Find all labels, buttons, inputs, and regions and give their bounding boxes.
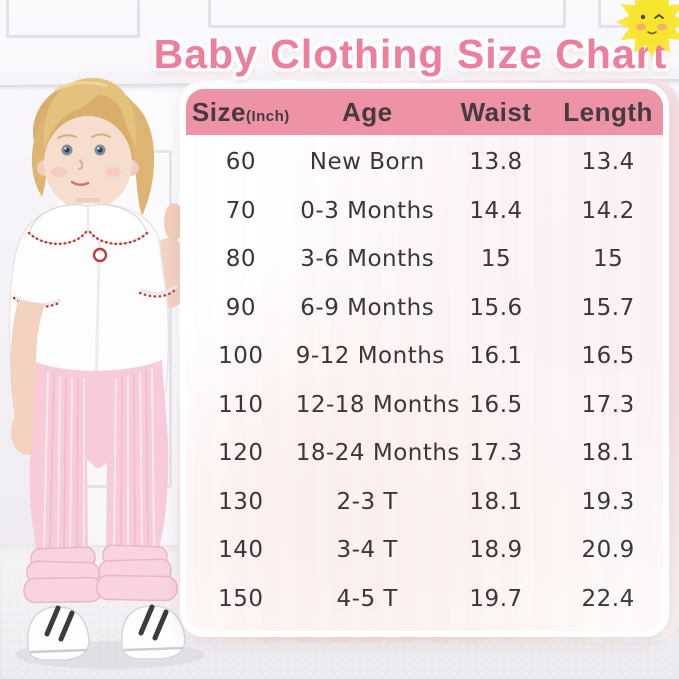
- hand: [164, 203, 184, 241]
- size-cell: 130: [218, 488, 264, 515]
- size-cell: 150: [218, 585, 264, 612]
- waist-cell: 18.1: [469, 488, 523, 515]
- size-cell: 90: [225, 294, 256, 321]
- size-cell: 120: [218, 440, 264, 467]
- age-cell: 18-24 Months: [295, 440, 460, 467]
- collar: [27, 204, 149, 246]
- column-header-length: Length: [563, 96, 653, 127]
- size-cell: 60: [225, 149, 256, 176]
- age-cell: 6-9 Months: [300, 294, 435, 321]
- length-cell: 18.1: [581, 440, 635, 467]
- sun-rays: [616, 0, 679, 58]
- sun-icon: [616, 0, 679, 58]
- age-cell: 4-5 T: [336, 585, 398, 612]
- column-header-size: Size(Inch): [191, 96, 290, 127]
- table-row: 80 3-6 Months 15 15: [186, 235, 663, 284]
- age-cell: 3-6 Months: [300, 246, 435, 273]
- waist-cell: 18.9: [469, 537, 523, 564]
- length-cell: 17.3: [581, 391, 635, 418]
- age-cell: 2-3 T: [336, 488, 398, 515]
- waist-cell: 17.3: [469, 440, 523, 467]
- table-row: 140 3-4 T 18.9 20.9: [186, 526, 663, 575]
- white-sneakers: [26, 604, 186, 661]
- table-row: 100 9-12 Months 16.1 16.5: [186, 332, 663, 381]
- eyes: [61, 144, 106, 156]
- age-cell: 9-12 Months: [295, 343, 445, 370]
- length-cell: 16.5: [581, 343, 635, 370]
- table-row: 130 2-3 T 18.1 19.3: [186, 478, 663, 527]
- length-cell: 20.9: [581, 537, 635, 564]
- age-cell: 3-4 T: [336, 537, 398, 564]
- table-row: 150 4-5 T 19.7 22.4: [186, 575, 663, 624]
- length-cell: 13.4: [581, 149, 635, 176]
- length-cell: 15: [592, 246, 624, 273]
- size-cell: 80: [225, 246, 256, 273]
- table-row: 60 New Born 13.8 13.4: [186, 138, 663, 187]
- waist-cell: 14.4: [469, 197, 523, 224]
- pink-pants: [23, 360, 178, 604]
- waist-cell: 16.5: [469, 391, 523, 418]
- column-header-waist: Waist: [460, 96, 532, 127]
- waist-cell: 16.1: [469, 343, 523, 370]
- column-header-age: Age: [341, 96, 393, 127]
- waist-cell: 15: [480, 246, 512, 273]
- age-cell: 0-3 Months: [300, 197, 435, 224]
- table-header-row: Size(Inch) Age Waist Length: [186, 89, 663, 135]
- button: [92, 247, 108, 263]
- waist-cell: 19.7: [469, 585, 523, 612]
- table-row: 120 18-24 Months 17.3 18.1: [186, 429, 663, 478]
- table-row: 70 0-3 Months 14.4 14.2: [186, 187, 663, 236]
- table-row: 110 12-18 Months 16.5 17.3: [186, 381, 663, 430]
- size-cell: 100: [218, 343, 264, 370]
- column-header-subtext: (Inch): [245, 107, 290, 125]
- head: [31, 78, 155, 216]
- age-cell: New Born: [309, 149, 425, 176]
- waist-cell: 15.6: [469, 294, 523, 321]
- pants-ruffles: [23, 544, 178, 604]
- length-cell: 15.7: [581, 294, 635, 321]
- size-chart-card: Size(Inch) Age Waist Length 60 New Born 13.8 1…: [180, 83, 669, 637]
- size-cell: 70: [225, 197, 256, 224]
- wall-panel: [208, 0, 566, 28]
- age-cell: 12-18 Months: [295, 391, 460, 418]
- table-row: 90 6-9 Months 15.6 15.7: [186, 284, 663, 333]
- length-cell: 14.2: [581, 197, 635, 224]
- white-shirt: [8, 202, 178, 393]
- table-body: 60 New Born 13.8 13.4 70 0-3 Months 14.4 14.2 80…: [186, 135, 663, 631]
- waist-cell: 13.8: [469, 149, 523, 176]
- wall-panel: [6, 0, 140, 38]
- length-cell: 22.4: [581, 585, 635, 612]
- size-cell: 140: [218, 537, 264, 564]
- size-cell: 110: [218, 391, 264, 418]
- page-title: Baby Clothing Size Chart: [153, 31, 668, 77]
- length-cell: 19.3: [581, 488, 635, 515]
